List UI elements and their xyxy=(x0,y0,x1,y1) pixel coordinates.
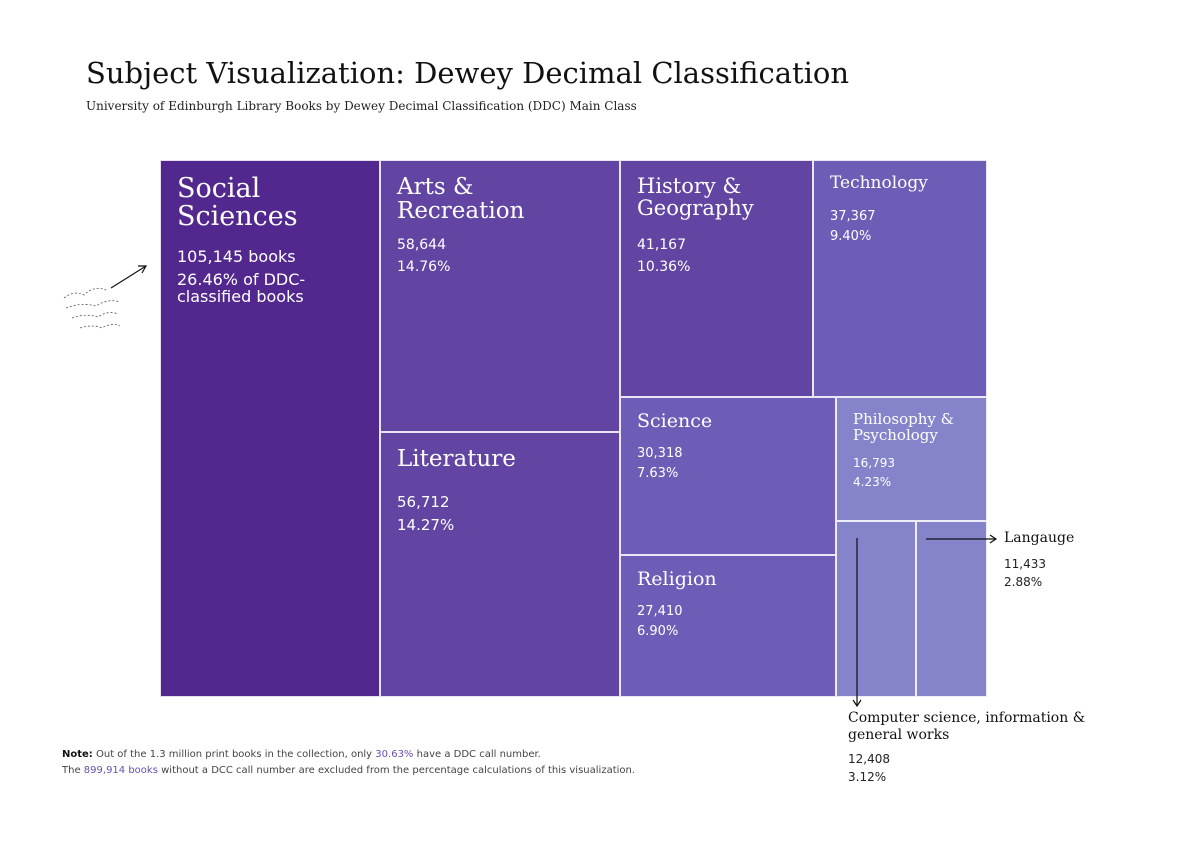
tile-value: 37,367 xyxy=(830,209,876,224)
tile-value: 105,145 books xyxy=(177,247,296,266)
note-label: Note: xyxy=(62,749,93,760)
tile-label: Langauge xyxy=(1004,530,1075,546)
tile-social-sciences: Social Sciences 105,145 books 26.46% of DD… xyxy=(160,160,380,697)
tile-percent: 6.90% xyxy=(637,624,679,640)
tile-computer-science-information-general-works xyxy=(836,521,916,697)
tile-label: Science xyxy=(637,410,713,432)
tile-philosophy-psychology: Philosophy & Psychology 16,793 4.23% xyxy=(836,397,987,521)
leader-arrow-computer-science xyxy=(852,538,862,708)
tile-label: Computer science, information & general … xyxy=(848,710,1086,743)
tile-label: Literature xyxy=(397,446,516,472)
tile-label: Arts & Recreation xyxy=(397,174,525,225)
tile-percent: 10.36% xyxy=(637,258,691,275)
tile-value: 56,712 xyxy=(397,493,450,511)
tile-langauge xyxy=(916,521,987,697)
tile-value: 58,644 xyxy=(397,237,446,253)
tile-label: Technology xyxy=(830,173,928,193)
footnote-line-1: Note: Out of the 1.3 million print books… xyxy=(62,747,635,763)
tile-label: Social Sciences xyxy=(177,173,298,233)
tile-value: 41,167 xyxy=(637,237,686,253)
tile-value: 11,433 xyxy=(1004,556,1046,571)
tile-percent: 14.27% xyxy=(397,516,455,535)
scribble-marks xyxy=(63,287,121,329)
note-text-2-end: without a DCC call number are excluded f… xyxy=(161,765,636,776)
external-label-langauge: Langauge 11,433 2.88% xyxy=(1004,530,1074,591)
external-label-computer-science-information-general-works: Computer science, information & general … xyxy=(848,710,1118,786)
leader-arrow-langauge xyxy=(926,534,998,544)
note-highlight-percent: 30.63% xyxy=(375,749,414,760)
tile-literature: Literature 56,712 14.27% xyxy=(380,432,620,697)
scribble-arrow xyxy=(110,265,148,289)
tile-value: 16,793 xyxy=(853,456,895,470)
tile-percent: 3.12% xyxy=(848,769,887,784)
note-highlight-books: 899,914 books xyxy=(83,765,158,776)
tile-arts-recreation: Arts & Recreation 58,644 14.76% xyxy=(380,160,620,432)
footnote-line-2: The 899,914 books without a DCC call num… xyxy=(62,763,635,779)
tile-label: Philosophy & Psychology xyxy=(853,410,954,444)
tile-percent: 9.40% xyxy=(830,229,872,245)
tile-percent: 2.88% xyxy=(1004,574,1043,589)
chart-title: Subject Visualization: Dewey Decimal Cla… xyxy=(86,56,850,90)
tile-technology: Technology 37,367 9.40% xyxy=(813,160,987,397)
note-text-2: The xyxy=(62,765,81,776)
note-text-1: Out of the 1.3 million print books in th… xyxy=(96,749,373,760)
tile-history-geography: History & Geography 41,167 10.36% xyxy=(620,160,813,397)
tile-percent: 4.23% xyxy=(853,474,892,489)
tile-value: 27,410 xyxy=(637,604,683,619)
tile-value: 12,408 xyxy=(848,751,890,766)
tile-label: History & Geography xyxy=(637,174,754,221)
tile-value: 30,318 xyxy=(637,446,683,461)
footnote: Note: Out of the 1.3 million print books… xyxy=(62,747,635,779)
tile-religion: Religion 27,410 6.90% xyxy=(620,555,836,697)
scribble-annotation xyxy=(63,265,148,329)
note-text-1-end: have a DDC call number. xyxy=(416,749,541,760)
tile-percent: 26.46% of DDC-classified books xyxy=(177,269,306,306)
tile-percent: 14.76% xyxy=(397,258,451,275)
tile-label: Religion xyxy=(637,568,717,590)
tile-percent: 7.63% xyxy=(637,466,679,482)
chart-subtitle: University of Edinburgh Library Books by… xyxy=(86,99,637,113)
tile-science: Science 30,318 7.63% xyxy=(620,397,836,555)
